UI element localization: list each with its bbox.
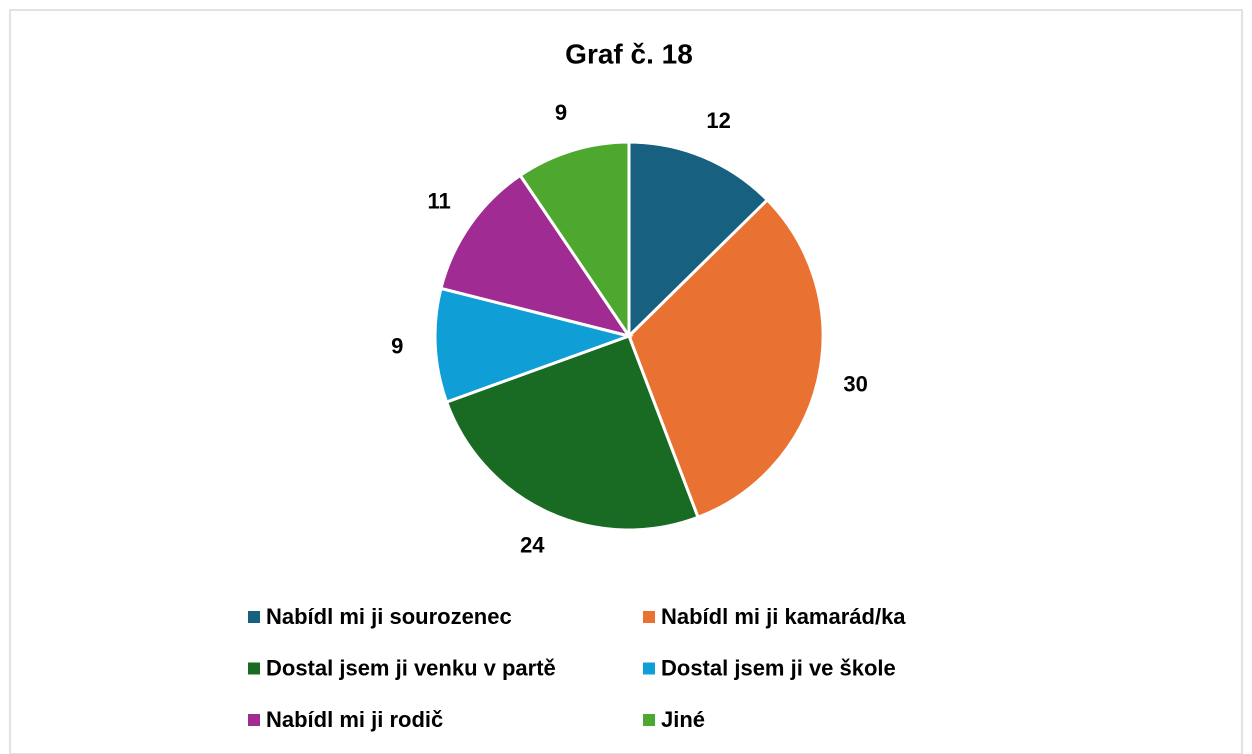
legend-label: Jiné — [661, 707, 705, 732]
data-label: 30 — [843, 371, 867, 396]
data-label: 9 — [555, 100, 567, 125]
pie-slice — [518, 140, 631, 341]
pie-slice — [433, 286, 635, 404]
legend-label: Nabídl mi ji kamarád/ka — [661, 604, 906, 629]
data-label: 24 — [520, 533, 545, 558]
legend-swatch — [248, 714, 260, 726]
data-label: 9 — [391, 333, 403, 358]
chart-title: Graf č. 18 — [565, 38, 693, 69]
pie-slice — [627, 197, 825, 520]
legend-label: Nabídl mi ji sourozenec — [266, 604, 512, 629]
pie-slice — [439, 173, 633, 339]
legend-swatch — [643, 662, 655, 675]
legend-swatch — [248, 611, 260, 623]
legend-swatch — [643, 714, 655, 726]
legend-label: Dostal jsem ji ve škole — [661, 655, 896, 680]
pie-slice — [444, 334, 700, 532]
data-label: 11 — [427, 189, 450, 214]
legend-swatch — [643, 611, 655, 623]
data-label: 12 — [706, 108, 730, 133]
pie-slice — [627, 140, 770, 340]
legend-label: Dostal jsem ji venku v partě — [266, 655, 556, 680]
legend-label: Nabídl mi ji rodič — [266, 707, 443, 732]
legend-swatch — [248, 662, 260, 675]
